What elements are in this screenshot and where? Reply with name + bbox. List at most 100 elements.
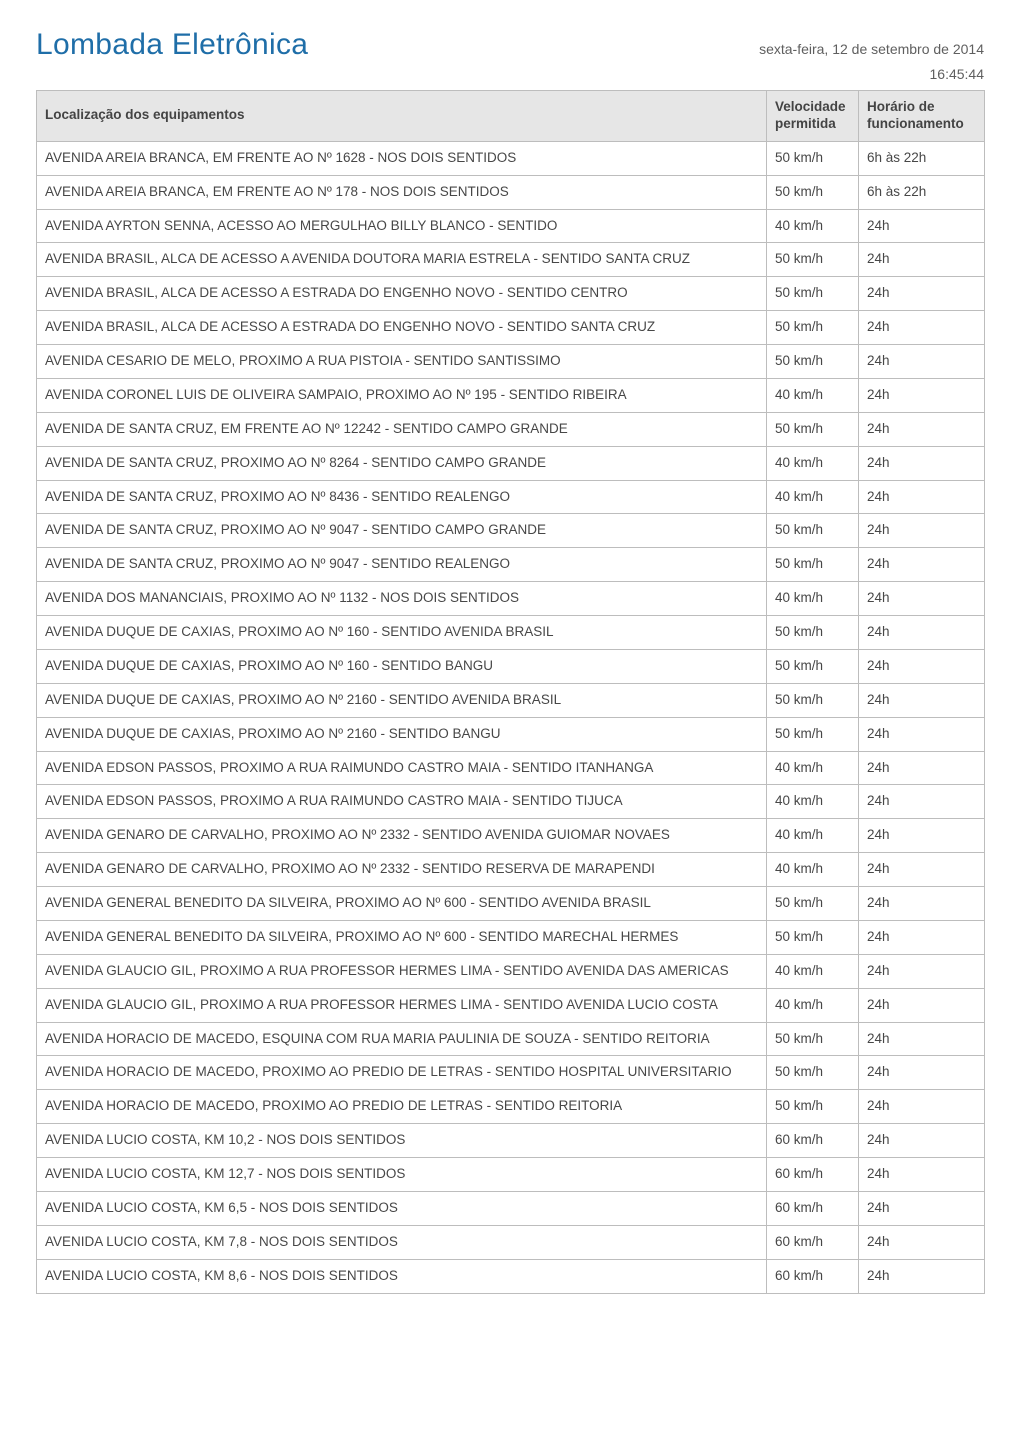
cell-localizacao: AVENIDA LUCIO COSTA, KM 12,7 - NOS DOIS …: [37, 1158, 767, 1192]
cell-velocidade: 40 km/h: [767, 446, 859, 480]
table-row: AVENIDA DE SANTA CRUZ, PROXIMO AO Nº 904…: [37, 548, 985, 582]
table-row: AVENIDA BRASIL, ALCA DE ACESSO A ESTRADA…: [37, 277, 985, 311]
table-row: AVENIDA BRASIL, ALCA DE ACESSO A AVENIDA…: [37, 243, 985, 277]
cell-horario: 24h: [859, 920, 985, 954]
cell-velocidade: 50 km/h: [767, 887, 859, 921]
cell-localizacao: AVENIDA DE SANTA CRUZ, EM FRENTE AO Nº 1…: [37, 412, 767, 446]
cell-horario: 24h: [859, 1056, 985, 1090]
cell-localizacao: AVENIDA DUQUE DE CAXIAS, PROXIMO AO Nº 1…: [37, 649, 767, 683]
cell-velocidade: 50 km/h: [767, 175, 859, 209]
cell-velocidade: 50 km/h: [767, 616, 859, 650]
cell-horario: 24h: [859, 988, 985, 1022]
cell-localizacao: AVENIDA HORACIO DE MACEDO, PROXIMO AO PR…: [37, 1056, 767, 1090]
cell-localizacao: AVENIDA HORACIO DE MACEDO, ESQUINA COM R…: [37, 1022, 767, 1056]
table-row: AVENIDA DUQUE DE CAXIAS, PROXIMO AO Nº 2…: [37, 717, 985, 751]
table-row: AVENIDA LUCIO COSTA, KM 6,5 - NOS DOIS S…: [37, 1191, 985, 1225]
cell-velocidade: 40 km/h: [767, 954, 859, 988]
cell-localizacao: AVENIDA DUQUE DE CAXIAS, PROXIMO AO Nº 2…: [37, 683, 767, 717]
cell-localizacao: AVENIDA DUQUE DE CAXIAS, PROXIMO AO Nº 2…: [37, 717, 767, 751]
cell-localizacao: AVENIDA DE SANTA CRUZ, PROXIMO AO Nº 826…: [37, 446, 767, 480]
cell-localizacao: AVENIDA GLAUCIO GIL, PROXIMO A RUA PROFE…: [37, 954, 767, 988]
page-title: Lombada Eletrônica: [36, 28, 308, 62]
header-line: Lombada Eletrônica sexta-feira, 12 de se…: [36, 28, 984, 62]
table-row: AVENIDA GLAUCIO GIL, PROXIMO A RUA PROFE…: [37, 988, 985, 1022]
cell-velocidade: 40 km/h: [767, 480, 859, 514]
cell-localizacao: AVENIDA DOS MANANCIAIS, PROXIMO AO Nº 11…: [37, 582, 767, 616]
cell-velocidade: 50 km/h: [767, 1090, 859, 1124]
cell-velocidade: 50 km/h: [767, 141, 859, 175]
table-row: AVENIDA GLAUCIO GIL, PROXIMO A RUA PROFE…: [37, 954, 985, 988]
table-row: AVENIDA GENERAL BENEDITO DA SILVEIRA, PR…: [37, 920, 985, 954]
cell-localizacao: AVENIDA DUQUE DE CAXIAS, PROXIMO AO Nº 1…: [37, 616, 767, 650]
cell-horario: 6h às 22h: [859, 175, 985, 209]
cell-localizacao: AVENIDA EDSON PASSOS, PROXIMO A RUA RAIM…: [37, 751, 767, 785]
cell-horario: 24h: [859, 616, 985, 650]
cell-velocidade: 40 km/h: [767, 819, 859, 853]
cell-velocidade: 50 km/h: [767, 1056, 859, 1090]
cell-horario: 24h: [859, 717, 985, 751]
cell-velocidade: 40 km/h: [767, 988, 859, 1022]
cell-horario: 24h: [859, 819, 985, 853]
cell-horario: 24h: [859, 683, 985, 717]
cell-velocidade: 50 km/h: [767, 243, 859, 277]
cell-velocidade: 50 km/h: [767, 311, 859, 345]
cell-velocidade: 50 km/h: [767, 1022, 859, 1056]
table-row: AVENIDA AREIA BRANCA, EM FRENTE AO Nº 16…: [37, 141, 985, 175]
cell-localizacao: AVENIDA AYRTON SENNA, ACESSO AO MERGULHA…: [37, 209, 767, 243]
table-row: AVENIDA GENARO DE CARVALHO, PROXIMO AO N…: [37, 819, 985, 853]
cell-velocidade: 40 km/h: [767, 378, 859, 412]
cell-velocidade: 50 km/h: [767, 514, 859, 548]
cell-velocidade: 60 km/h: [767, 1124, 859, 1158]
cell-horario: 24h: [859, 1225, 985, 1259]
table-row: AVENIDA LUCIO COSTA, KM 12,7 - NOS DOIS …: [37, 1158, 985, 1192]
table-row: AVENIDA HORACIO DE MACEDO, PROXIMO AO PR…: [37, 1056, 985, 1090]
table-row: AVENIDA GENERAL BENEDITO DA SILVEIRA, PR…: [37, 887, 985, 921]
table-row: AVENIDA DE SANTA CRUZ, PROXIMO AO Nº 904…: [37, 514, 985, 548]
cell-horario: 24h: [859, 954, 985, 988]
cell-horario: 24h: [859, 751, 985, 785]
report-date: sexta-feira, 12 de setembro de 2014: [759, 41, 984, 57]
table-row: AVENIDA DE SANTA CRUZ, EM FRENTE AO Nº 1…: [37, 412, 985, 446]
cell-localizacao: AVENIDA DE SANTA CRUZ, PROXIMO AO Nº 904…: [37, 514, 767, 548]
cell-localizacao: AVENIDA AREIA BRANCA, EM FRENTE AO Nº 17…: [37, 175, 767, 209]
cell-velocidade: 50 km/h: [767, 412, 859, 446]
col-velocidade: Velocidade permitida: [767, 91, 859, 142]
cell-velocidade: 50 km/h: [767, 345, 859, 379]
table-row: AVENIDA BRASIL, ALCA DE ACESSO A ESTRADA…: [37, 311, 985, 345]
cell-horario: 24h: [859, 1191, 985, 1225]
cell-horario: 24h: [859, 311, 985, 345]
cell-velocidade: 50 km/h: [767, 920, 859, 954]
cell-velocidade: 50 km/h: [767, 683, 859, 717]
cell-localizacao: AVENIDA LUCIO COSTA, KM 10,2 - NOS DOIS …: [37, 1124, 767, 1158]
cell-horario: 24h: [859, 243, 985, 277]
table-row: AVENIDA AREIA BRANCA, EM FRENTE AO Nº 17…: [37, 175, 985, 209]
table-row: AVENIDA LUCIO COSTA, KM 8,6 - NOS DOIS S…: [37, 1259, 985, 1293]
table-body: AVENIDA AREIA BRANCA, EM FRENTE AO Nº 16…: [37, 141, 985, 1293]
page: Lombada Eletrônica sexta-feira, 12 de se…: [0, 0, 1020, 1334]
cell-localizacao: AVENIDA BRASIL, ALCA DE ACESSO A ESTRADA…: [37, 311, 767, 345]
cell-localizacao: AVENIDA GENERAL BENEDITO DA SILVEIRA, PR…: [37, 920, 767, 954]
cell-horario: 24h: [859, 853, 985, 887]
cell-horario: 24h: [859, 378, 985, 412]
cell-localizacao: AVENIDA CORONEL LUIS DE OLIVEIRA SAMPAIO…: [37, 378, 767, 412]
cell-velocidade: 60 km/h: [767, 1225, 859, 1259]
cell-localizacao: AVENIDA CESARIO DE MELO, PROXIMO A RUA P…: [37, 345, 767, 379]
cell-localizacao: AVENIDA EDSON PASSOS, PROXIMO A RUA RAIM…: [37, 785, 767, 819]
col-horario: Horário de funcionamento: [859, 91, 985, 142]
cell-velocidade: 50 km/h: [767, 548, 859, 582]
cell-horario: 24h: [859, 446, 985, 480]
table-row: AVENIDA CORONEL LUIS DE OLIVEIRA SAMPAIO…: [37, 378, 985, 412]
cell-horario: 24h: [859, 1124, 985, 1158]
cell-localizacao: AVENIDA GLAUCIO GIL, PROXIMO A RUA PROFE…: [37, 988, 767, 1022]
table-row: AVENIDA EDSON PASSOS, PROXIMO A RUA RAIM…: [37, 751, 985, 785]
cell-velocidade: 60 km/h: [767, 1158, 859, 1192]
cell-velocidade: 40 km/h: [767, 853, 859, 887]
cell-horario: 24h: [859, 480, 985, 514]
cell-velocidade: 50 km/h: [767, 717, 859, 751]
cell-localizacao: AVENIDA DE SANTA CRUZ, PROXIMO AO Nº 843…: [37, 480, 767, 514]
table-row: AVENIDA AYRTON SENNA, ACESSO AO MERGULHA…: [37, 209, 985, 243]
cell-localizacao: AVENIDA LUCIO COSTA, KM 7,8 - NOS DOIS S…: [37, 1225, 767, 1259]
equipment-table: Localização dos equipamentos Velocidade …: [36, 90, 985, 1294]
cell-horario: 24h: [859, 1090, 985, 1124]
report-time: 16:45:44: [36, 66, 984, 82]
